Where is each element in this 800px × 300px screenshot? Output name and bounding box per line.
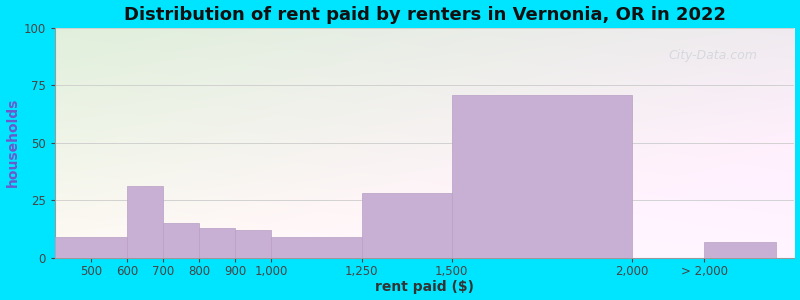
Bar [163, 223, 199, 258]
Bar [55, 237, 127, 258]
Bar [452, 94, 632, 258]
Bar [199, 228, 235, 258]
Bar [271, 237, 362, 258]
Bar [362, 194, 452, 258]
Y-axis label: households: households [6, 98, 19, 188]
Text: City-Data.com: City-Data.com [669, 49, 758, 62]
Bar [235, 230, 271, 258]
Title: Distribution of rent paid by renters in Vernonia, OR in 2022: Distribution of rent paid by renters in … [124, 6, 726, 24]
Bar [127, 187, 163, 258]
X-axis label: rent paid ($): rent paid ($) [375, 280, 474, 294]
Bar [704, 242, 777, 258]
